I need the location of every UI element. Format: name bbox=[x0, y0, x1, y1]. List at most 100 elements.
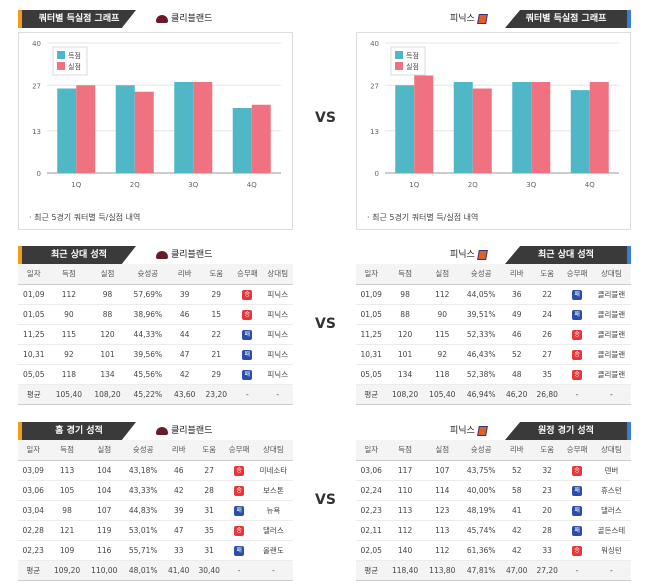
table-cell: 49 bbox=[501, 304, 532, 325]
table-cell: 45,74% bbox=[460, 520, 502, 541]
table-cell: 39,51% bbox=[460, 304, 502, 325]
right-away-header: 피닉스 원정 경기 성적 bbox=[356, 422, 631, 440]
table-cell: 20 bbox=[531, 500, 563, 521]
win-badge: 승 bbox=[572, 349, 583, 360]
result-cell: 승 bbox=[224, 480, 254, 501]
result-cell: 승 bbox=[224, 520, 254, 541]
table-cell: 134 bbox=[386, 364, 424, 385]
table-cell: 02,28 bbox=[18, 520, 49, 541]
table-cell: 52,38% bbox=[460, 364, 502, 385]
x-tick-label: 4Q bbox=[585, 181, 595, 189]
right-quarter-tab: 쿼터별 득실점 그래프 bbox=[505, 10, 631, 28]
column-header: 리바 bbox=[501, 440, 532, 461]
table-row: 02,24 110 114 40,00% 58 23 패 휴스턴 bbox=[356, 480, 631, 501]
table-cell: 42 bbox=[163, 480, 194, 501]
table-cell: 110 bbox=[386, 480, 424, 501]
x-tick-label: 2Q bbox=[468, 181, 478, 189]
table-cell: 44 bbox=[168, 324, 201, 345]
table-cell: 42 bbox=[501, 540, 532, 561]
result-cell: 패 bbox=[562, 480, 592, 501]
table-row: 05,05 118 134 45,56% 42 29 패 피닉스 bbox=[18, 364, 293, 385]
table-cell: 112 bbox=[423, 540, 461, 561]
suns-logo-icon bbox=[476, 425, 488, 436]
cavaliers-logo-icon bbox=[156, 426, 168, 435]
column-header: 득점 bbox=[48, 440, 86, 461]
table-cell: 101 bbox=[386, 344, 424, 365]
bar-allowed bbox=[251, 104, 271, 173]
table-cell: 109,20 bbox=[48, 560, 86, 581]
table-cell: 120 bbox=[88, 324, 127, 345]
table-cell: 114 bbox=[423, 480, 461, 501]
right-quarter-chart: 0 13 27 40 1Q 2Q 3Q 4Q 득점 실점 · 최근 5경기 쿼터별 득/실점 내역 bbox=[356, 32, 631, 230]
table-cell: 32 bbox=[531, 460, 563, 481]
table-row: 01,09 112 98 57,69% 39 29 승 피닉스 bbox=[18, 284, 293, 305]
table-cell: 35 bbox=[193, 520, 225, 541]
result-cell: 승 bbox=[562, 324, 592, 345]
left-home-team: 클리블랜드 bbox=[156, 422, 212, 440]
table-cell: 46,20 bbox=[501, 384, 532, 405]
table-cell: 92 bbox=[49, 344, 89, 365]
bar-score bbox=[512, 82, 532, 173]
table-cell: 골든스테 bbox=[591, 520, 631, 541]
table-cell: - bbox=[262, 384, 293, 405]
y-tick-label: 27 bbox=[370, 82, 379, 90]
result-cell: 승 bbox=[224, 460, 254, 481]
table-cell: 55,71% bbox=[122, 540, 164, 561]
table-cell: 48 bbox=[501, 364, 532, 385]
column-header: 일자 bbox=[18, 440, 49, 461]
column-header: 승무패 bbox=[562, 264, 592, 285]
right-away-tab: 원정 경기 성적 bbox=[505, 422, 631, 440]
table-cell: 28 bbox=[531, 520, 563, 541]
table-cell: 15 bbox=[200, 304, 233, 325]
result-cell: 패 bbox=[562, 304, 592, 325]
table-row: 02,23 113 123 48,19% 41 20 패 댈러스 bbox=[356, 500, 631, 521]
table-cell: 클리블랜 bbox=[591, 324, 631, 345]
table-cell: 52 bbox=[501, 344, 532, 365]
column-header: 승무패 bbox=[562, 440, 592, 461]
result-cell: 패 bbox=[232, 344, 263, 365]
table-cell: 11,25 bbox=[18, 324, 50, 345]
x-tick-label: 4Q bbox=[247, 181, 257, 189]
win-badge: 승 bbox=[572, 369, 583, 380]
left-recent-team-name: 클리블랜드 bbox=[171, 250, 213, 260]
legend-swatch bbox=[57, 51, 65, 59]
table-cell: 112 bbox=[49, 284, 89, 305]
column-header: 실점 bbox=[423, 440, 461, 461]
table-cell: 05,05 bbox=[356, 364, 387, 385]
right-quarter-header: 피닉스 쿼터별 득실점 그래프 bbox=[356, 10, 631, 28]
table-cell: 105,40 bbox=[49, 384, 89, 405]
column-header: 도움 bbox=[193, 440, 225, 461]
column-header: 일자 bbox=[18, 264, 50, 285]
column-header: 득점 bbox=[386, 440, 424, 461]
table-cell: 피닉스 bbox=[262, 304, 293, 325]
column-header: 슛성공 bbox=[460, 264, 502, 285]
result-cell: 승 bbox=[562, 364, 592, 385]
table-cell: 01,05 bbox=[356, 304, 387, 325]
table-row: 03,09 113 104 43,18% 46 27 승 미네소타 bbox=[18, 460, 293, 481]
table-header-row: 일자 득점 실점 슛성공 리바 도움 승무패 상대팀 bbox=[18, 264, 293, 285]
table-cell: 피닉스 bbox=[262, 284, 293, 305]
table-cell: 43,60 bbox=[168, 384, 201, 405]
win-badge: 승 bbox=[572, 465, 583, 476]
table-cell: 110,00 bbox=[85, 560, 123, 581]
left-home-tab: 홈 경기 성적 bbox=[18, 422, 136, 440]
bar-score bbox=[174, 82, 194, 173]
legend-swatch bbox=[395, 51, 403, 59]
table-cell: 108,20 bbox=[386, 384, 424, 405]
table-cell: 27,20 bbox=[531, 560, 563, 581]
table-cell: 39,56% bbox=[126, 344, 169, 365]
table-cell: 52 bbox=[501, 460, 532, 481]
table-cell: 02,11 bbox=[356, 520, 387, 541]
y-tick-label: 27 bbox=[32, 82, 41, 90]
table-cell: 23,20 bbox=[200, 384, 233, 405]
table-cell: 43,18% bbox=[122, 460, 164, 481]
table-cell: 115 bbox=[423, 324, 461, 345]
loss-badge: 패 bbox=[234, 545, 245, 556]
table-cell: 02,05 bbox=[356, 540, 387, 561]
loss-badge: 패 bbox=[242, 349, 253, 360]
table-cell: 워싱턴 bbox=[591, 540, 631, 561]
table-cell: 22 bbox=[200, 324, 233, 345]
